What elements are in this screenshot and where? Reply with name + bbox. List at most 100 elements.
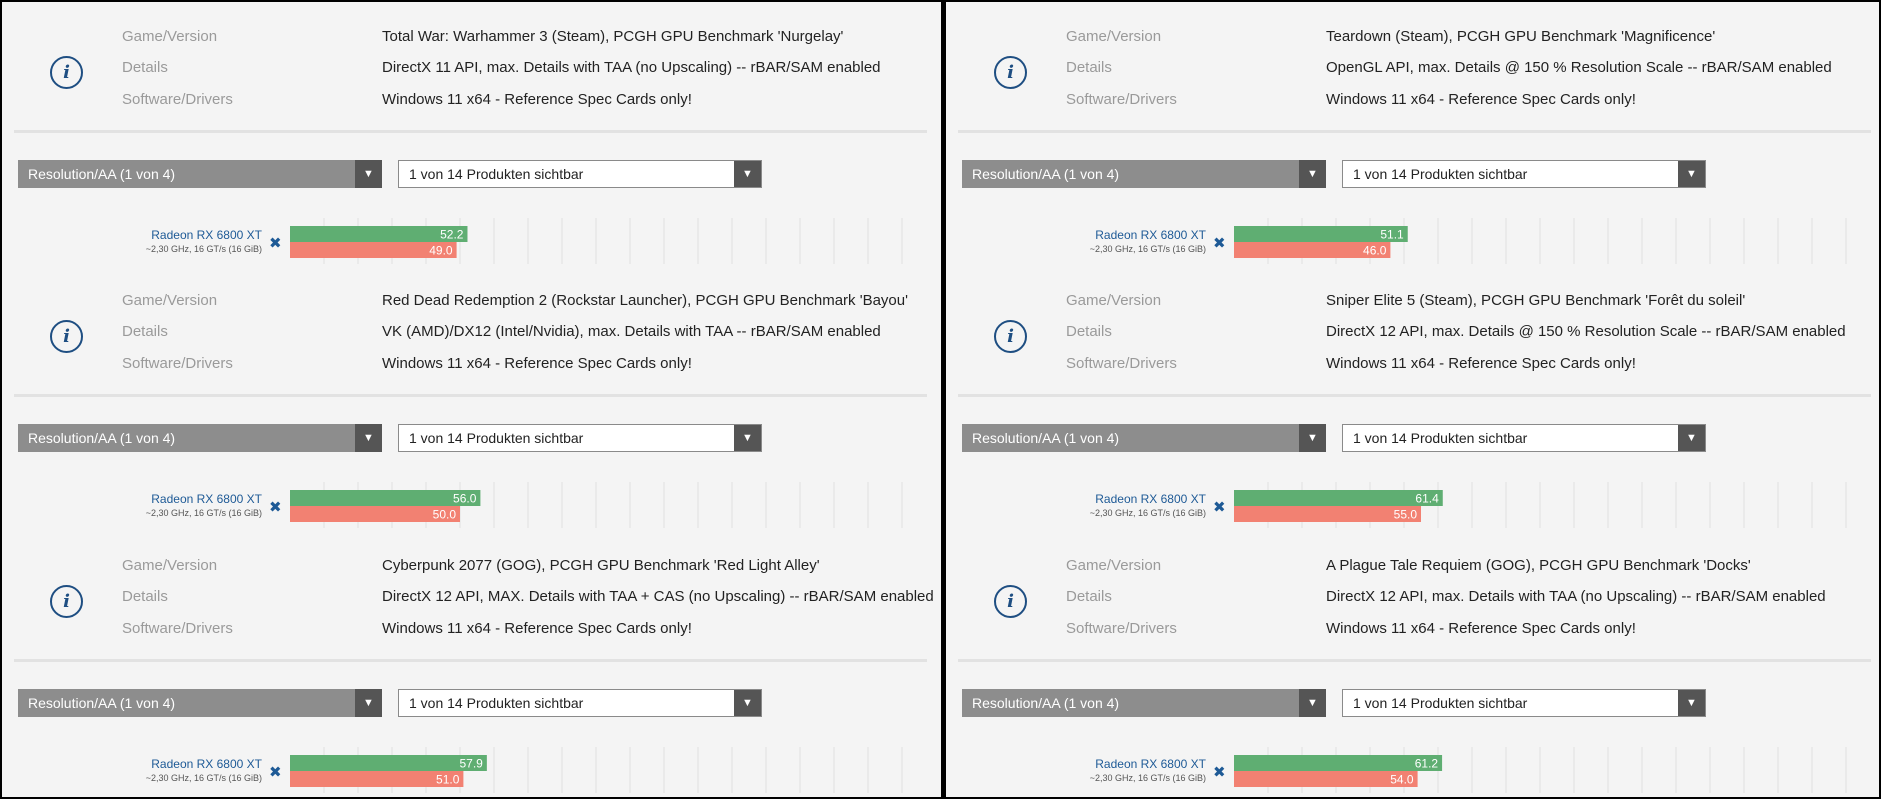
details-label: Details <box>122 588 168 605</box>
products-visible-select[interactable]: 1 von 14 Produkten sichtbar ▼ <box>1342 160 1706 188</box>
products-visible-select-value: 1 von 14 Produkten sichtbar <box>409 430 584 446</box>
chevron-down-icon[interactable]: ▼ <box>355 689 382 717</box>
game-version-label: Game/Version <box>122 292 218 309</box>
min-fps-label: 55.0 <box>1394 508 1418 522</box>
benchmark-bar-chart: Radeon RX 6800 XT ~2,30 GHz, 16 GT/s (16… <box>2 214 941 264</box>
benchmark-block: i Game/Version Details Software/Drivers … <box>946 266 1879 531</box>
remove-product-icon[interactable]: ✖ <box>1213 499 1226 516</box>
chevron-down-icon[interactable]: ▼ <box>1678 161 1705 187</box>
chevron-down-icon[interactable]: ▼ <box>734 425 761 451</box>
gpu-name-link[interactable]: Radeon RX 6800 XT <box>1095 228 1206 242</box>
benchmark-info-panel: i Game/Version Details Software/Drivers … <box>14 6 927 133</box>
chevron-down-icon[interactable]: ▼ <box>1299 160 1326 188</box>
benchmark-block: i Game/Version Details Software/Drivers … <box>946 531 1879 797</box>
avg-fps-label: 61.2 <box>1415 757 1439 771</box>
software-drivers-value: Windows 11 x64 - Reference Spec Cards on… <box>1326 91 1636 108</box>
game-version-label: Game/Version <box>122 28 218 45</box>
min-fps-bar <box>290 506 460 522</box>
software-drivers-value: Windows 11 x64 - Reference Spec Cards on… <box>382 355 692 372</box>
min-fps-bar <box>1234 506 1421 522</box>
game-version-label: Game/Version <box>1066 557 1162 574</box>
game-version-value: Red Dead Redemption 2 (Rockstar Launcher… <box>382 292 908 309</box>
products-visible-select-value: 1 von 14 Produkten sichtbar <box>409 695 584 711</box>
chevron-down-icon[interactable]: ▼ <box>1678 425 1705 451</box>
gpu-spec-text: ~2,30 GHz, 16 GT/s (16 GiB) <box>1089 773 1206 783</box>
info-icon: i <box>994 585 1027 618</box>
resolution-aa-select-value: Resolution/AA (1 von 4) <box>28 430 176 446</box>
resolution-aa-select-value: Resolution/AA (1 von 4) <box>28 166 176 182</box>
resolution-aa-select[interactable]: Resolution/AA (1 von 4) ▼ <box>18 160 382 188</box>
avg-fps-bar <box>290 226 468 242</box>
resolution-aa-select[interactable]: Resolution/AA (1 von 4) ▼ <box>962 160 1326 188</box>
resolution-aa-select-value: Resolution/AA (1 von 4) <box>972 166 1120 182</box>
min-fps-bar <box>1234 771 1418 787</box>
benchmark-block: i Game/Version Details Software/Drivers … <box>2 266 941 531</box>
benchmark-column-left: i Game/Version Details Software/Drivers … <box>2 2 941 797</box>
chevron-down-icon[interactable]: ▼ <box>1299 689 1326 717</box>
software-drivers-label: Software/Drivers <box>122 355 233 372</box>
products-visible-select[interactable]: 1 von 14 Produkten sichtbar ▼ <box>1342 424 1706 452</box>
resolution-aa-select-value: Resolution/AA (1 von 4) <box>972 430 1120 446</box>
gpu-spec-text: ~2,30 GHz, 16 GT/s (16 GiB) <box>1089 508 1206 518</box>
game-version-label: Game/Version <box>122 557 218 574</box>
game-version-value: Sniper Elite 5 (Steam), PCGH GPU Benchma… <box>1326 292 1746 309</box>
benchmark-bar-chart: Radeon RX 6800 XT ~2,30 GHz, 16 GT/s (16… <box>946 743 1879 793</box>
chevron-down-icon[interactable]: ▼ <box>1678 690 1705 716</box>
gpu-spec-text: ~2,30 GHz, 16 GT/s (16 GiB) <box>1089 244 1206 254</box>
resolution-aa-select[interactable]: Resolution/AA (1 von 4) ▼ <box>962 424 1326 452</box>
products-visible-select[interactable]: 1 von 14 Produkten sichtbar ▼ <box>398 424 762 452</box>
benchmark-bar-chart: Radeon RX 6800 XT ~2,30 GHz, 16 GT/s (16… <box>946 478 1879 528</box>
remove-product-icon[interactable]: ✖ <box>269 764 282 781</box>
avg-fps-bar <box>1234 490 1443 506</box>
remove-product-icon[interactable]: ✖ <box>1213 235 1226 252</box>
remove-product-icon[interactable]: ✖ <box>269 499 282 516</box>
details-value: OpenGL API, max. Details @ 150 % Resolut… <box>1326 59 1832 76</box>
software-drivers-label: Software/Drivers <box>1066 355 1177 372</box>
info-icon: i <box>50 585 83 618</box>
gpu-spec-text: ~2,30 GHz, 16 GT/s (16 GiB) <box>145 244 262 254</box>
products-visible-select-value: 1 von 14 Produkten sichtbar <box>1353 166 1528 182</box>
software-drivers-value: Windows 11 x64 - Reference Spec Cards on… <box>1326 620 1636 637</box>
min-fps-bar <box>290 771 464 787</box>
details-label: Details <box>1066 59 1112 76</box>
chart-svg: 61.254.0 <box>1234 747 1847 793</box>
game-version-label: Game/Version <box>1066 292 1162 309</box>
remove-product-icon[interactable]: ✖ <box>1213 764 1226 781</box>
resolution-aa-select[interactable]: Resolution/AA (1 von 4) ▼ <box>18 689 382 717</box>
info-icon: i <box>50 56 83 89</box>
gpu-name-link[interactable]: Radeon RX 6800 XT <box>1095 757 1206 771</box>
min-fps-label: 49.0 <box>429 244 453 258</box>
chevron-down-icon[interactable]: ▼ <box>355 160 382 188</box>
chart-svg: 57.951.0 <box>290 747 903 793</box>
chevron-down-icon[interactable]: ▼ <box>734 161 761 187</box>
chevron-down-icon[interactable]: ▼ <box>355 424 382 452</box>
avg-fps-label: 52.2 <box>440 228 464 242</box>
benchmark-info-panel: i Game/Version Details Software/Drivers … <box>14 270 927 397</box>
gpu-name-link[interactable]: Radeon RX 6800 XT <box>151 228 262 242</box>
products-visible-select[interactable]: 1 von 14 Produkten sichtbar ▼ <box>1342 689 1706 717</box>
gpu-name-link[interactable]: Radeon RX 6800 XT <box>1095 492 1206 506</box>
gpu-spec-text: ~2,30 GHz, 16 GT/s (16 GiB) <box>145 773 262 783</box>
software-drivers-label: Software/Drivers <box>122 620 233 637</box>
products-visible-select[interactable]: 1 von 14 Produkten sichtbar ▼ <box>398 160 762 188</box>
info-icon: i <box>994 56 1027 89</box>
chart-svg: 56.0 50.0 <box>290 482 903 528</box>
remove-product-icon[interactable]: ✖ <box>269 235 282 252</box>
chevron-down-icon[interactable]: ▼ <box>1299 424 1326 452</box>
chevron-down-icon[interactable]: ▼ <box>734 690 761 716</box>
min-fps-label: 50.0 <box>433 508 457 522</box>
chart-svg: 51.1 46.0 <box>1234 218 1847 264</box>
min-fps-label: 46.0 <box>1363 244 1387 258</box>
details-label: Details <box>122 59 168 76</box>
resolution-aa-select[interactable]: Resolution/AA (1 von 4) ▼ <box>18 424 382 452</box>
products-visible-select[interactable]: 1 von 14 Produkten sichtbar ▼ <box>398 689 762 717</box>
avg-fps-label: 51.1 <box>1380 228 1404 242</box>
software-drivers-label: Software/Drivers <box>122 91 233 108</box>
resolution-aa-select[interactable]: Resolution/AA (1 von 4) ▼ <box>962 689 1326 717</box>
software-drivers-value: Windows 11 x64 - Reference Spec Cards on… <box>382 91 692 108</box>
gpu-name-link[interactable]: Radeon RX 6800 XT <box>151 757 262 771</box>
gpu-name-link[interactable]: Radeon RX 6800 XT <box>151 492 262 506</box>
resolution-aa-select-value: Resolution/AA (1 von 4) <box>28 695 176 711</box>
benchmark-block: i Game/Version Details Software/Drivers … <box>2 531 941 797</box>
min-fps-label: 54.0 <box>1390 773 1414 787</box>
